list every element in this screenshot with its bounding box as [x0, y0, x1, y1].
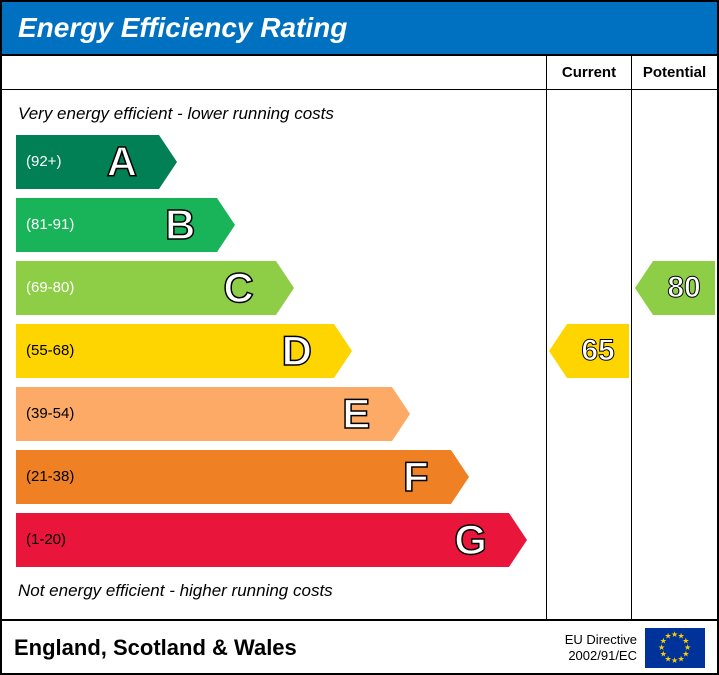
band-bar-e: (39-54)E — [16, 387, 392, 441]
directive-line1: EU Directive — [565, 632, 637, 647]
caption-top: Very energy efficient - lower running co… — [16, 100, 546, 132]
band-letter-g: G — [454, 516, 487, 564]
grid: Very energy efficient - lower running co… — [2, 56, 717, 621]
title-bar: Energy Efficiency Rating — [2, 2, 717, 56]
current-marker: 65 — [567, 324, 629, 378]
potential-column: Potential 80 — [632, 56, 717, 619]
band-letter-b: B — [165, 201, 195, 249]
band-row-e: (39-54)E — [16, 384, 546, 443]
epc-container: Energy Efficiency Rating Very energy eff… — [0, 0, 719, 675]
band-bar-b: (81-91)B — [16, 198, 217, 252]
eu-star-icon: ★ — [678, 654, 685, 663]
band-range-a: (92+) — [16, 153, 159, 170]
band-bar-d: (55-68)D — [16, 324, 334, 378]
eu-star-icon: ★ — [665, 632, 672, 641]
current-column: Current 65 — [547, 56, 632, 619]
band-row-a: (92+)A — [16, 132, 546, 191]
eu-star-icon: ★ — [671, 656, 678, 665]
chart-body: Very energy efficient - lower running co… — [2, 90, 546, 615]
band-bar-g: (1-20)G — [16, 513, 509, 567]
band-letter-f: F — [403, 453, 429, 501]
band-letter-d: D — [282, 327, 312, 375]
band-row-b: (81-91)B — [16, 195, 546, 254]
band-letter-e: E — [342, 390, 370, 438]
band-row-c: (69-80)C — [16, 258, 546, 317]
eu-flag-icon: ★★★★★★★★★★★★ — [645, 628, 705, 668]
band-row-f: (21-38)F — [16, 447, 546, 506]
chart-column: Very energy efficient - lower running co… — [2, 56, 547, 619]
chart-title: Energy Efficiency Rating — [18, 12, 347, 43]
band-range-g: (1-20) — [16, 531, 509, 548]
footer-region: England, Scotland & Wales — [14, 635, 565, 661]
band-bar-f: (21-38)F — [16, 450, 451, 504]
potential-marker: 80 — [653, 261, 715, 315]
potential-header: Potential — [632, 56, 717, 90]
band-bar-a: (92+)A — [16, 135, 159, 189]
band-row-g: (1-20)G — [16, 510, 546, 569]
band-range-e: (39-54) — [16, 405, 392, 422]
band-row-d: (55-68)D — [16, 321, 546, 380]
bands-container: (92+)A (81-91)B (69-80)C (55-68)D (39-54)E (2… — [16, 132, 546, 569]
band-letter-a: A — [107, 138, 137, 186]
caption-bottom: Not energy efficient - higher running co… — [16, 573, 546, 605]
chart-header-spacer — [2, 56, 546, 90]
band-range-f: (21-38) — [16, 468, 451, 485]
directive-line2: 2002/91/EC — [568, 648, 637, 663]
footer: England, Scotland & Wales EU Directive 2… — [2, 621, 717, 675]
band-bar-c: (69-80)C — [16, 261, 276, 315]
current-header: Current — [547, 56, 631, 90]
band-letter-c: C — [223, 264, 253, 312]
footer-directive: EU Directive 2002/91/EC — [565, 632, 637, 663]
